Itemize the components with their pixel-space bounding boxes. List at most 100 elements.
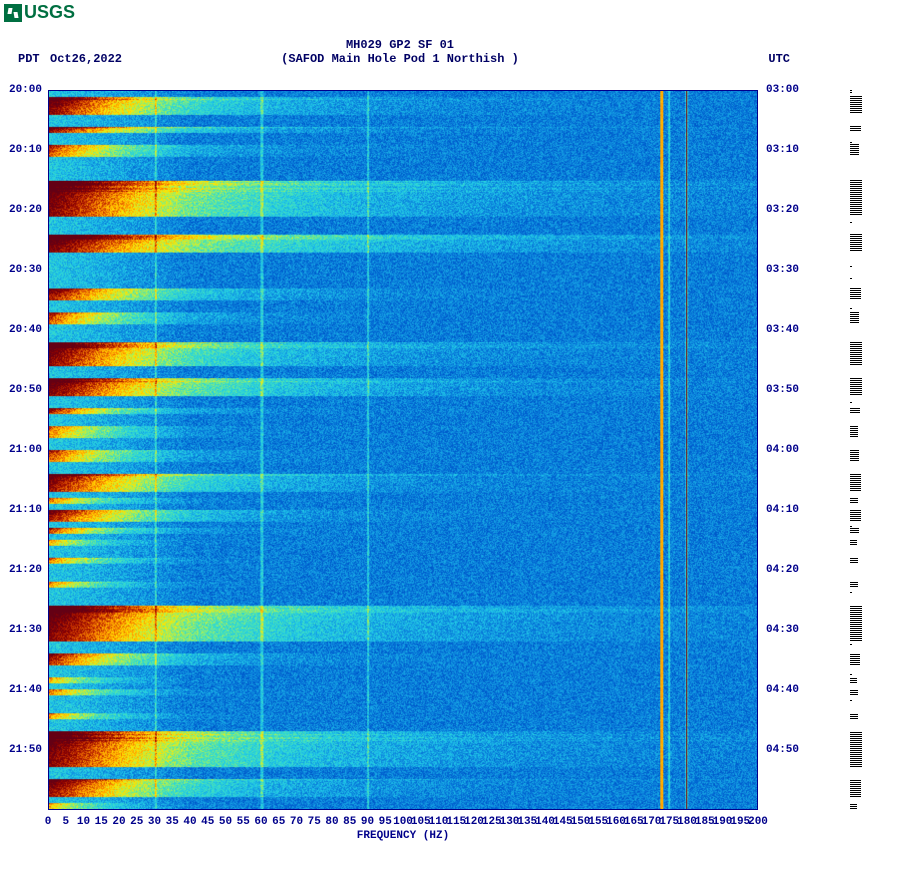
trace-mark bbox=[850, 474, 861, 475]
y-tick-right: 04:50 bbox=[766, 744, 799, 756]
trace-mark bbox=[850, 454, 859, 455]
y-axis-right: 03:0003:1003:2003:3003:4003:5004:0004:10… bbox=[762, 90, 812, 810]
trace-mark bbox=[850, 760, 862, 761]
trace-mark bbox=[850, 266, 852, 267]
trace-mark bbox=[850, 402, 852, 403]
trace-mark bbox=[850, 290, 861, 291]
trace-mark bbox=[850, 634, 862, 635]
date-label: Oct26,2022 bbox=[50, 52, 122, 66]
trace-mark bbox=[850, 694, 858, 695]
chart-header: MH029 GP2 SF 01 (SAFOD Main Hole Pod 1 N… bbox=[0, 38, 800, 66]
trace-mark bbox=[850, 766, 862, 767]
x-tick: 25 bbox=[130, 816, 143, 828]
trace-mark bbox=[850, 528, 859, 529]
y-tick-left: 21:10 bbox=[9, 504, 42, 516]
trace-mark bbox=[850, 638, 862, 639]
trace-mark bbox=[850, 592, 852, 593]
trace-mark bbox=[850, 624, 862, 625]
trace-mark bbox=[850, 608, 862, 609]
timezone-left-label: PDT bbox=[18, 52, 40, 66]
trace-mark bbox=[850, 612, 862, 613]
trace-mark bbox=[850, 148, 859, 149]
x-tick: 85 bbox=[343, 816, 356, 828]
trace-mark bbox=[850, 616, 862, 617]
trace-mark bbox=[850, 426, 858, 427]
x-tick: 65 bbox=[272, 816, 285, 828]
y-tick-right: 04:30 bbox=[766, 624, 799, 636]
trace-mark bbox=[850, 658, 860, 659]
trace-mark bbox=[850, 144, 859, 145]
x-tick: 5 bbox=[62, 816, 69, 828]
trace-mark bbox=[850, 308, 852, 309]
x-axis: FREQUENCY (HZ) 0510152025303540455055606… bbox=[48, 812, 758, 852]
trace-mark bbox=[850, 518, 861, 519]
trace-mark bbox=[850, 352, 862, 353]
trace-mark bbox=[850, 384, 862, 385]
trace-mark bbox=[850, 764, 862, 765]
trace-mark bbox=[850, 510, 861, 511]
trace-mark bbox=[850, 782, 861, 783]
trace-mark bbox=[850, 202, 862, 203]
trace-mark bbox=[850, 242, 862, 243]
trace-mark bbox=[850, 410, 860, 411]
trace-mark bbox=[850, 96, 862, 97]
spectrogram-canvas bbox=[49, 91, 757, 809]
trace-mark bbox=[850, 314, 859, 315]
trace-mark bbox=[850, 530, 859, 531]
trace-mark bbox=[850, 90, 852, 91]
x-tick: 15 bbox=[95, 816, 108, 828]
trace-mark bbox=[850, 680, 857, 681]
trace-mark bbox=[850, 200, 862, 201]
trace-mark bbox=[850, 486, 861, 487]
side-amplitude-trace bbox=[850, 90, 870, 810]
trace-mark bbox=[850, 378, 862, 379]
y-tick-left: 21:30 bbox=[9, 624, 42, 636]
trace-mark bbox=[850, 678, 857, 679]
spectrogram-plot bbox=[48, 90, 758, 810]
trace-mark bbox=[850, 512, 861, 513]
trace-mark bbox=[850, 740, 862, 741]
trace-mark bbox=[850, 614, 862, 615]
trace-mark bbox=[850, 622, 862, 623]
trace-mark bbox=[850, 784, 861, 785]
trace-mark bbox=[850, 762, 862, 763]
trace-mark bbox=[850, 736, 862, 737]
y-tick-left: 20:40 bbox=[9, 324, 42, 336]
trace-mark bbox=[850, 386, 862, 387]
trace-mark bbox=[850, 278, 852, 279]
trace-mark bbox=[850, 732, 862, 733]
trace-mark bbox=[850, 348, 862, 349]
usgs-logo-mark bbox=[4, 4, 22, 22]
trace-mark bbox=[850, 206, 862, 207]
trace-mark bbox=[850, 208, 862, 209]
trace-mark bbox=[850, 236, 862, 237]
trace-mark bbox=[850, 628, 862, 629]
trace-mark bbox=[850, 714, 858, 715]
trace-mark bbox=[850, 380, 862, 381]
y-tick-left: 20:30 bbox=[9, 264, 42, 276]
trace-mark bbox=[850, 210, 862, 211]
trace-mark bbox=[850, 660, 860, 661]
x-tick: 30 bbox=[148, 816, 161, 828]
trace-mark bbox=[850, 292, 861, 293]
trace-mark bbox=[850, 392, 862, 393]
trace-mark bbox=[850, 150, 859, 151]
trace-mark bbox=[850, 626, 862, 627]
trace-mark bbox=[850, 636, 862, 637]
trace-mark bbox=[850, 432, 858, 433]
trace-mark bbox=[850, 526, 852, 527]
y-tick-right: 03:00 bbox=[766, 84, 799, 96]
trace-mark bbox=[850, 222, 852, 223]
y-tick-right: 03:50 bbox=[766, 384, 799, 396]
trace-mark bbox=[850, 796, 861, 797]
trace-mark bbox=[850, 490, 861, 491]
trace-mark bbox=[850, 662, 860, 663]
trace-mark bbox=[850, 808, 857, 809]
trace-mark bbox=[850, 804, 857, 805]
trace-mark bbox=[850, 248, 862, 249]
trace-mark bbox=[850, 188, 862, 189]
trace-mark bbox=[850, 146, 859, 147]
trace-mark bbox=[850, 112, 862, 113]
trace-mark bbox=[850, 296, 861, 297]
trace-mark bbox=[850, 434, 858, 435]
